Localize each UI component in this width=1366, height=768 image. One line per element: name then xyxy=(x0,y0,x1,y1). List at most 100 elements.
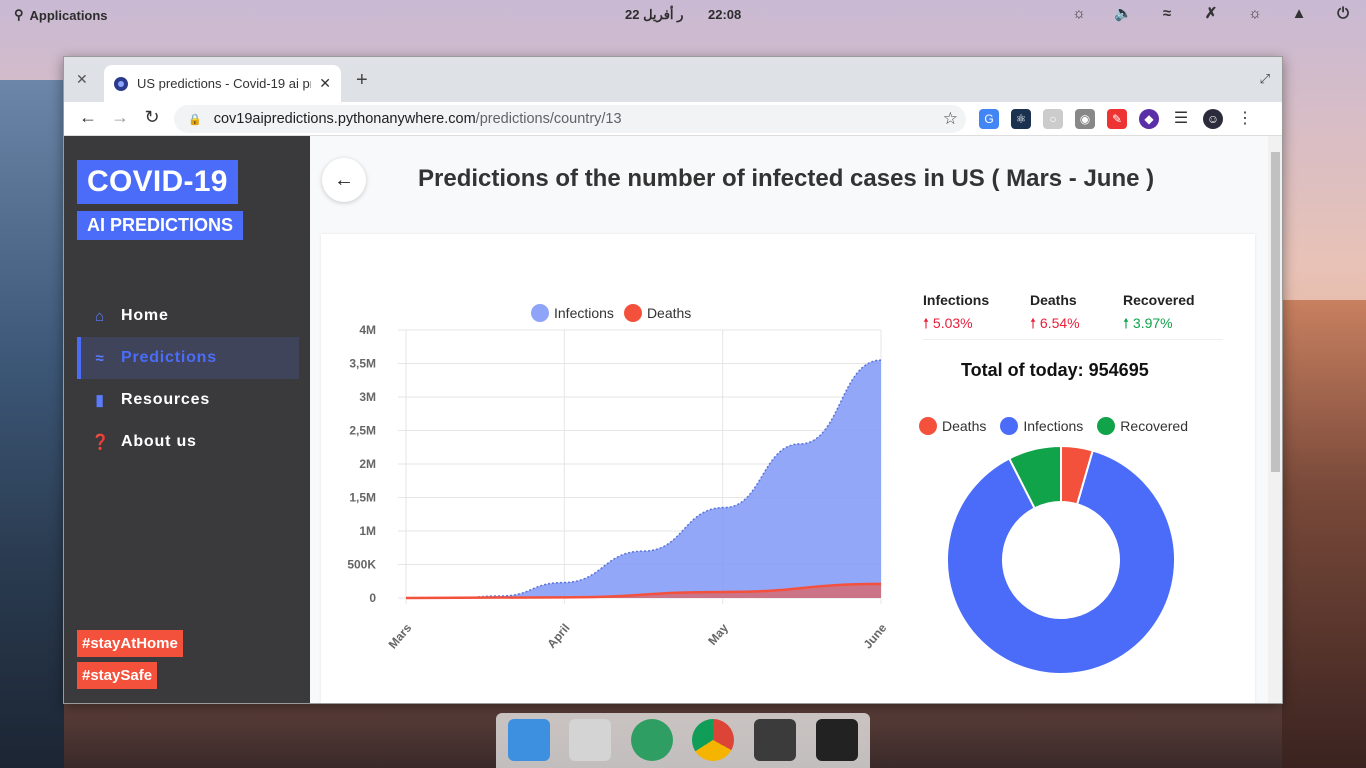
url-host: cov19aipredictions.pythonanywhere.com xyxy=(213,111,476,127)
multitasking-view-icon[interactable] xyxy=(508,719,550,761)
legend-swatch xyxy=(1000,417,1019,435)
x-tick-label: April xyxy=(544,621,572,651)
chart-card: Infections Deaths 0 500K 1M 1,5M 2M 2,5M 3M 3,5… xyxy=(321,234,1255,703)
sidebar-item-predictions[interactable]: ≈ Predictions xyxy=(77,337,299,379)
camera-extension-icon[interactable]: ◉ xyxy=(1075,109,1095,129)
desktop-wallpaper-left xyxy=(0,80,64,768)
forward-icon[interactable]: → xyxy=(111,107,129,127)
sidebar-item-label: Resources xyxy=(121,391,211,408)
series-area-infections xyxy=(406,360,881,598)
bookmark-star-icon[interactable]: ☆ xyxy=(942,109,958,128)
page-scrollbar[interactable] xyxy=(1268,136,1282,703)
area-chart: 0 500K 1M 1,5M 2M 2,5M 3M 3,5M 4M Mars April May Jun… xyxy=(347,323,890,652)
virus-favicon-icon xyxy=(114,76,128,91)
home-icon: ⌂ xyxy=(95,307,105,325)
y-tick-label: 2M xyxy=(359,457,376,471)
y-tick-label: 3,5M xyxy=(349,357,376,371)
logo-sub[interactable]: AI PREDICTIONS xyxy=(77,211,244,240)
stat-percent: 5.03% xyxy=(932,315,973,331)
browser-tab[interactable]: US predictions - Covid-19 ai pre ✕ xyxy=(104,65,341,102)
x-tick-label: Mars xyxy=(386,621,415,652)
sidebar-item-about[interactable]: ❓ About us xyxy=(77,421,299,463)
date-label[interactable]: 22 ر أفريل xyxy=(625,7,684,22)
tab-strip: ✕ US predictions - Covid-19 ai pre ✕ + ⤢ xyxy=(64,57,1282,102)
legend-item-infections[interactable]: Infections xyxy=(531,304,614,322)
bluetooth-icon[interactable]: ✗ xyxy=(1204,5,1218,22)
atom-editor-icon[interactable] xyxy=(631,719,673,761)
y-tick-label: 1,5M xyxy=(349,491,376,505)
legend-item-infections[interactable]: Infections xyxy=(1000,417,1083,435)
sidebar-item-label: Predictions xyxy=(121,349,217,366)
sidebar-item-home[interactable]: ⌂ Home xyxy=(77,295,299,337)
address-bar[interactable]: 🔒 cov19aipredictions.pythonanywhere.com /… xyxy=(174,105,966,133)
menu-kebab-icon[interactable]: ⋮ xyxy=(1235,109,1255,129)
total-today: Total of today: 954695 xyxy=(961,360,1149,380)
url-path: /predictions/country/13 xyxy=(475,111,622,127)
applications-label: Applications xyxy=(29,7,108,23)
new-tab-button[interactable]: + xyxy=(356,69,368,91)
stat-value: 🠕 5.03% xyxy=(923,315,973,331)
legend-swatch xyxy=(1097,417,1116,435)
legend-item-recovered[interactable]: Recovered xyxy=(1097,417,1188,435)
sidebar-item-label: About us xyxy=(121,433,197,450)
tag-stay-safe: #staySafe xyxy=(77,662,158,689)
chrome-icon[interactable] xyxy=(692,719,734,761)
back-icon[interactable]: ← xyxy=(79,107,97,127)
legend-swatch xyxy=(623,304,642,322)
stat-label: Deaths xyxy=(1030,292,1077,308)
power-icon[interactable]: ⏻ xyxy=(1337,5,1349,22)
close-window-icon[interactable]: ✕ xyxy=(76,71,88,87)
react-devtools-icon[interactable]: ⚛ xyxy=(1011,109,1031,129)
sublime-text-icon[interactable] xyxy=(754,719,796,761)
color-picker-icon[interactable]: ✎ xyxy=(1107,109,1127,129)
y-tick-label: 1M xyxy=(359,524,376,538)
terminal-icon[interactable] xyxy=(816,719,858,761)
browser-window: ✕ US predictions - Covid-19 ai pre ✕ + ⤢… xyxy=(63,56,1283,704)
legend-item-deaths[interactable]: Deaths xyxy=(623,304,692,322)
profile-avatar[interactable]: ☺ xyxy=(1203,109,1223,129)
stat-recovered: Recovered 🠕 3.97% xyxy=(1123,292,1195,337)
brightness-icon[interactable]: ☼ xyxy=(1072,5,1086,22)
night-light-icon[interactable]: ☼ xyxy=(1248,5,1262,22)
system-top-panel: ⚲ Applications 22 ر أفريل 22:08 ☼ 🔈 ≈ ✗ … xyxy=(0,0,1366,30)
reading-list-icon[interactable]: ☰ xyxy=(1171,109,1191,129)
question-icon: ❓ xyxy=(91,434,111,451)
browser-toolbar: ← → ↻ 🔒 cov19aipredictions.pythonanywher… xyxy=(64,102,1282,136)
y-tick-label: 500K xyxy=(347,558,376,572)
stat-value: 🠕 6.54% xyxy=(1030,315,1080,331)
legend-swatch xyxy=(531,304,549,322)
area-chart-legend: Infections Deaths xyxy=(531,304,691,322)
extension-icon[interactable]: ○ xyxy=(1043,109,1063,129)
donut-chart xyxy=(946,444,1176,675)
stat-label: Infections xyxy=(923,292,990,308)
purple-extension-icon[interactable]: ◆ xyxy=(1139,109,1159,129)
scrollbar-thumb[interactable] xyxy=(1271,152,1280,472)
donut-slice-recovered xyxy=(1007,444,1062,510)
legend-label: Deaths xyxy=(646,305,692,321)
volume-icon[interactable]: 🔈 xyxy=(1114,5,1133,22)
back-button[interactable]: ← xyxy=(322,158,366,202)
web-page: COVID-19 AI PREDICTIONS ⌂ Home ≈ Predict… xyxy=(64,136,1282,703)
maximize-icon[interactable]: ⤢ xyxy=(1259,71,1270,86)
desktop-wallpaper-right xyxy=(1282,300,1366,768)
reload-icon[interactable]: ↻ xyxy=(144,107,160,127)
files-icon[interactable] xyxy=(569,719,611,761)
chart-icon: ≈ xyxy=(95,349,105,367)
legend-item-deaths[interactable]: Deaths xyxy=(919,417,986,435)
y-tick-label: 0 xyxy=(369,591,376,605)
donut-slice-infections xyxy=(946,449,1176,675)
clock[interactable]: 22:08 xyxy=(708,7,742,22)
wifi-icon[interactable]: ≈ xyxy=(1162,5,1172,22)
notifications-icon[interactable]: ▲ xyxy=(1291,5,1307,22)
sidebar-item-resources[interactable]: ▮ Resources xyxy=(77,379,299,421)
extensions-area: G ⚛ ○ ◉ ✎ ◆ ☰ ☺ ⋮ xyxy=(979,109,1255,129)
x-tick-label: June xyxy=(861,621,890,652)
legend-label: Recovered xyxy=(1120,418,1188,434)
translate-extension-icon[interactable]: G xyxy=(979,109,999,129)
search-icon: ⚲ xyxy=(14,7,24,22)
applications-menu[interactable]: ⚲ Applications xyxy=(14,7,108,23)
close-tab-icon[interactable]: ✕ xyxy=(319,75,331,91)
logo-main[interactable]: COVID-19 xyxy=(77,160,238,204)
sidebar: COVID-19 AI PREDICTIONS ⌂ Home ≈ Predict… xyxy=(64,136,310,703)
sidebar-item-label: Home xyxy=(121,307,169,324)
